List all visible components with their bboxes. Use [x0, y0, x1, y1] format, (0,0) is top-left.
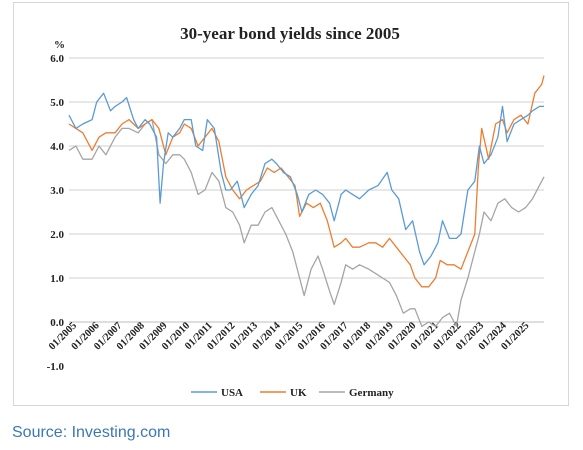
y-axis-unit-label: % — [54, 39, 65, 51]
y-tick-label: 4.0 — [50, 141, 64, 153]
series-line-usa — [68, 92, 544, 266]
y-tick-label: 6.0 — [50, 53, 64, 65]
bond-yield-chart: 30-year bond yields since 2005 % -1.0 0.0… — [47, 24, 545, 399]
legend: USA UK Germany — [191, 387, 394, 399]
source-note: Source: Investing.com — [12, 424, 171, 441]
series-line-uk — [68, 75, 545, 288]
y-tick-label: -1.0 — [47, 361, 65, 373]
y-tick-label: 1.0 — [50, 273, 64, 285]
chart-frame: 30-year bond yields since 2005 % -1.0 0.0… — [13, 2, 569, 406]
y-tick-labels: -1.0 0.0 1.0 2.0 3.0 4.0 5.0 6.0 — [47, 53, 65, 373]
legend-label-germany: Germany — [349, 387, 394, 399]
y-tick-label: 5.0 — [50, 97, 64, 109]
y-tick-label: 0.0 — [50, 317, 64, 329]
chart-title: 30-year bond yields since 2005 — [180, 24, 400, 43]
legend-label-uk: UK — [290, 387, 307, 399]
y-tick-label: 2.0 — [50, 229, 64, 241]
legend-label-usa: USA — [221, 387, 243, 399]
series-lines — [68, 75, 545, 328]
y-tick-label: 3.0 — [50, 185, 64, 197]
x-tick-labels: 01/200501/200601/200701/200801/200901/20… — [47, 320, 531, 353]
gridlines — [69, 57, 544, 323]
series-line-germany — [68, 118, 545, 328]
